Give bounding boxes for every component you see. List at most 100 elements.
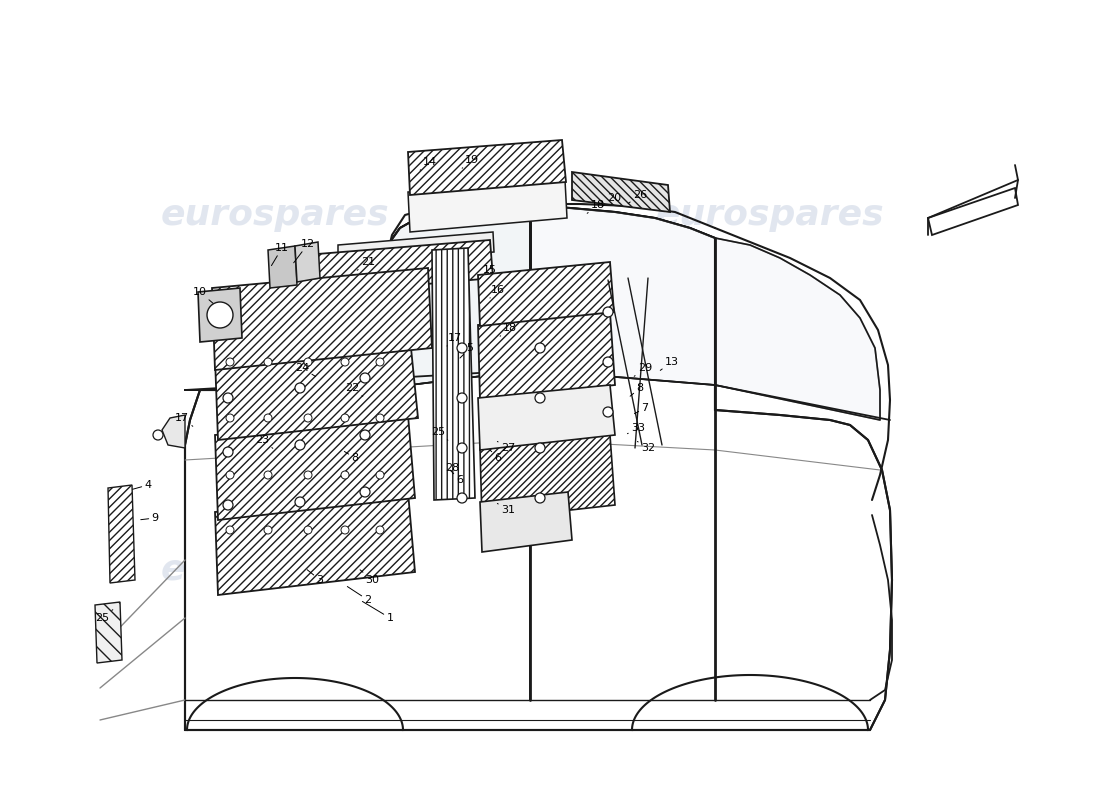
Text: 20: 20	[603, 193, 622, 206]
Circle shape	[456, 393, 468, 403]
Circle shape	[341, 358, 349, 366]
Circle shape	[226, 414, 234, 422]
Text: 9: 9	[141, 513, 158, 523]
Circle shape	[223, 500, 233, 510]
Text: 29: 29	[635, 363, 652, 376]
Text: eurospares: eurospares	[656, 553, 884, 587]
Circle shape	[341, 526, 349, 534]
Polygon shape	[295, 242, 320, 282]
Text: 1: 1	[362, 602, 394, 623]
Text: 6: 6	[490, 450, 502, 463]
Text: 3: 3	[307, 570, 323, 585]
Circle shape	[264, 526, 272, 534]
Polygon shape	[305, 240, 493, 295]
Text: 25: 25	[95, 610, 113, 623]
Circle shape	[304, 414, 312, 422]
Text: 16: 16	[490, 285, 505, 298]
Polygon shape	[214, 338, 418, 440]
Text: 23: 23	[255, 435, 273, 448]
Text: 10: 10	[192, 287, 213, 303]
Circle shape	[603, 407, 613, 417]
Polygon shape	[530, 206, 715, 385]
Polygon shape	[185, 206, 530, 390]
Text: 25: 25	[431, 427, 448, 440]
Polygon shape	[268, 246, 297, 288]
Text: 32: 32	[637, 442, 656, 453]
Circle shape	[226, 526, 234, 534]
Polygon shape	[214, 492, 415, 595]
Circle shape	[341, 414, 349, 422]
Circle shape	[153, 430, 163, 440]
Text: 5: 5	[460, 343, 473, 358]
Text: 17: 17	[175, 413, 192, 426]
Text: 31: 31	[497, 503, 515, 515]
Circle shape	[456, 443, 468, 453]
Circle shape	[535, 393, 544, 403]
Polygon shape	[480, 492, 572, 552]
Text: 7: 7	[635, 403, 649, 414]
Polygon shape	[572, 172, 670, 212]
Circle shape	[535, 493, 544, 503]
Circle shape	[264, 471, 272, 479]
Polygon shape	[408, 180, 566, 232]
Text: 27: 27	[497, 442, 515, 453]
Circle shape	[360, 373, 370, 383]
Text: 26: 26	[628, 190, 647, 203]
Circle shape	[223, 447, 233, 457]
Circle shape	[376, 414, 384, 422]
Text: eurospares: eurospares	[161, 553, 389, 587]
Circle shape	[603, 357, 613, 367]
Circle shape	[264, 358, 272, 366]
Circle shape	[295, 440, 305, 450]
Text: 30: 30	[360, 570, 379, 585]
Circle shape	[304, 526, 312, 534]
Polygon shape	[370, 206, 530, 390]
Text: eurospares: eurospares	[161, 198, 389, 232]
Text: 13: 13	[660, 357, 679, 370]
Polygon shape	[338, 232, 494, 265]
Text: 22: 22	[345, 383, 363, 396]
Text: 15: 15	[480, 265, 497, 278]
Polygon shape	[212, 268, 432, 370]
Text: 18: 18	[500, 323, 517, 336]
Circle shape	[535, 343, 544, 353]
Polygon shape	[95, 602, 122, 663]
Polygon shape	[185, 206, 892, 730]
Text: 4: 4	[133, 480, 152, 490]
Polygon shape	[478, 312, 615, 400]
Polygon shape	[198, 288, 242, 342]
Circle shape	[456, 343, 468, 353]
Circle shape	[295, 383, 305, 393]
Text: 2: 2	[348, 586, 372, 605]
Circle shape	[207, 302, 233, 328]
Circle shape	[535, 443, 544, 453]
Circle shape	[376, 358, 384, 366]
Text: 11: 11	[272, 243, 289, 266]
Circle shape	[304, 358, 312, 366]
Circle shape	[295, 497, 305, 507]
Text: 17: 17	[447, 333, 462, 346]
Text: 14: 14	[420, 157, 437, 170]
Circle shape	[360, 487, 370, 497]
Circle shape	[456, 493, 468, 503]
Polygon shape	[432, 248, 475, 500]
Polygon shape	[478, 385, 615, 450]
Polygon shape	[214, 415, 415, 520]
Polygon shape	[928, 188, 1018, 235]
Circle shape	[376, 471, 384, 479]
Text: 21: 21	[358, 257, 375, 270]
Circle shape	[226, 471, 234, 479]
Text: 33: 33	[627, 423, 645, 434]
Polygon shape	[480, 435, 615, 520]
Circle shape	[223, 393, 233, 403]
Text: 28: 28	[444, 463, 460, 476]
Circle shape	[264, 414, 272, 422]
Circle shape	[341, 471, 349, 479]
Text: 19: 19	[462, 155, 480, 168]
Text: 6: 6	[450, 470, 463, 485]
Polygon shape	[478, 262, 614, 326]
Polygon shape	[408, 140, 566, 195]
Text: 18: 18	[587, 200, 605, 214]
Text: 8: 8	[630, 383, 644, 396]
Circle shape	[226, 358, 234, 366]
